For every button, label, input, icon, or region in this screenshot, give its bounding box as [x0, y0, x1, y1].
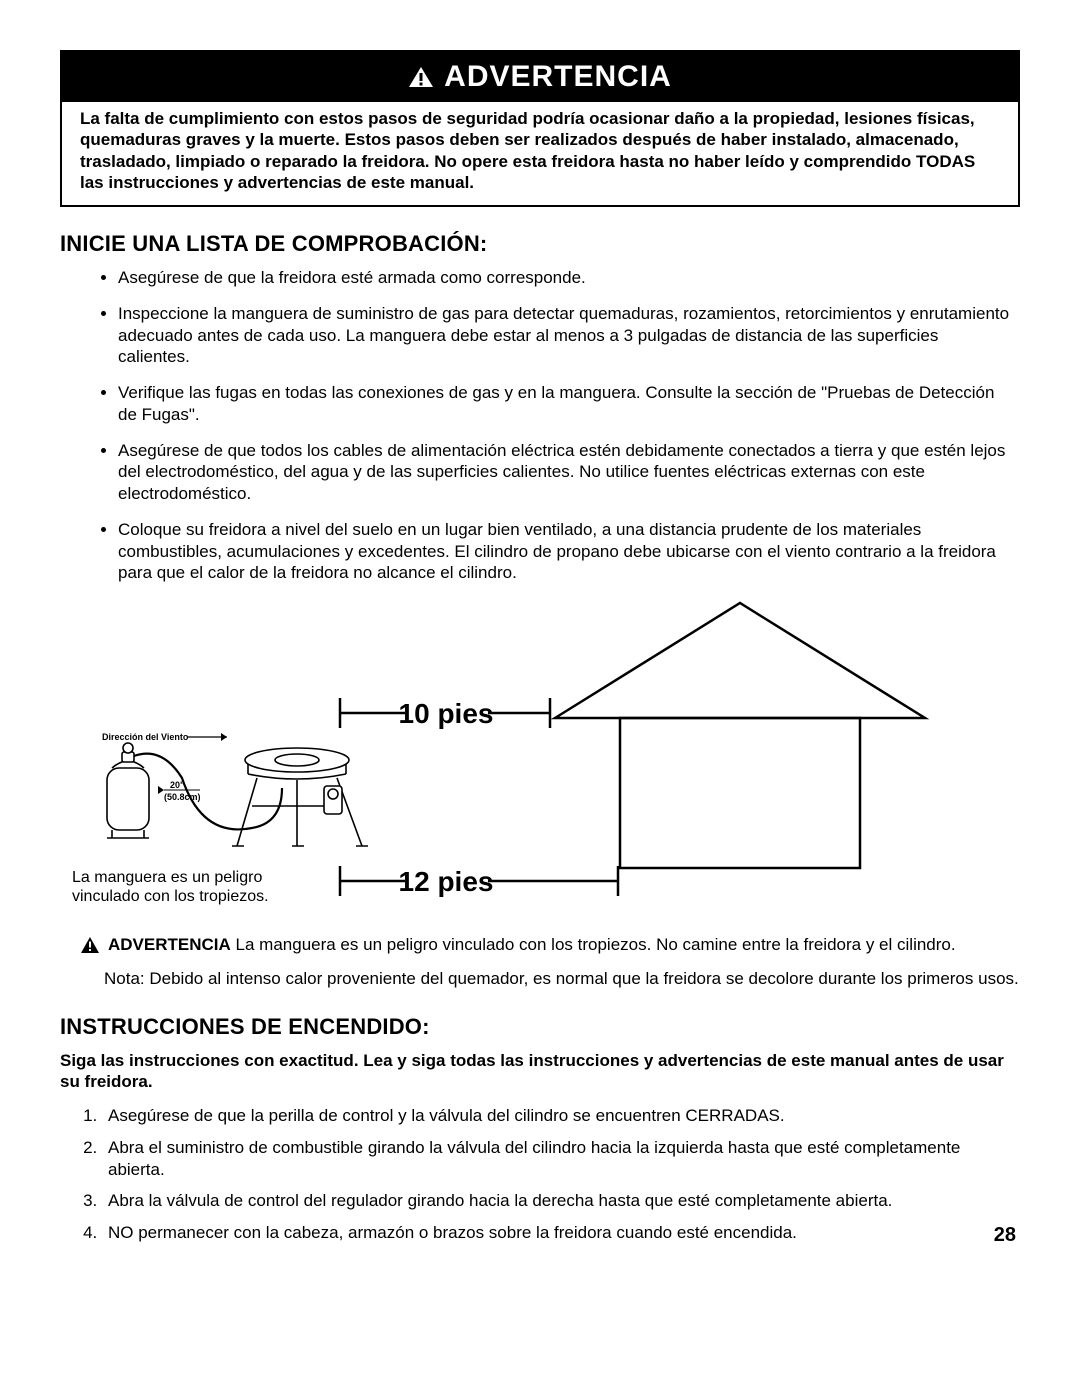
page: ADVERTENCIA La falta de cumplimiento con…	[0, 0, 1080, 1294]
hose-trip-caption: La manguera es un peligro vinculado con …	[72, 868, 332, 906]
checklist-item: Inspeccione la manguera de suministro de…	[118, 303, 1020, 368]
wind-direction-label: Dirección del Viento	[102, 732, 189, 742]
inline-warning-text: ADVERTENCIA La manguera es un peligro vi…	[108, 934, 1020, 956]
note-text: Nota: Debido al intenso calor provenient…	[104, 968, 1020, 990]
instructions-intro: Siga las instrucciones con exactitud. Le…	[60, 1050, 1020, 1094]
inline-warning-body: La manguera es un peligro vinculado con …	[236, 935, 956, 954]
distance-12-label: 12 pies	[399, 866, 494, 897]
checklist: Asegúrese de que la freidora esté armada…	[60, 267, 1020, 584]
propane-cylinder-icon	[107, 743, 149, 838]
warning-header: ADVERTENCIA	[62, 52, 1018, 102]
fryer-burner-icon	[232, 748, 368, 846]
step-item: NO permanecer con la cabeza, armazón o b…	[102, 1222, 1020, 1244]
page-number: 28	[994, 1224, 1016, 1247]
warning-box: ADVERTENCIA La falta de cumplimiento con…	[60, 50, 1020, 207]
section2-title: INSTRUCCIONES DE ENCENDIDO:	[60, 1014, 1020, 1040]
checklist-item: Verifique las fugas en todas las conexio…	[118, 382, 1020, 426]
house-diagram: 10 pies 12 pies	[320, 598, 940, 918]
arrow-right-icon	[221, 733, 227, 741]
distance-10-bracket: 10 pies	[340, 698, 550, 729]
note: Nota: Debido al intenso calor provenient…	[60, 968, 1020, 990]
distance-10-label: 10 pies	[399, 698, 494, 729]
house-icon	[555, 603, 925, 868]
svg-text:(50.8cm): (50.8cm)	[164, 792, 201, 802]
checklist-item: Asegúrese de que todos los cables de ali…	[118, 440, 1020, 505]
lighting-steps: Asegúrese de que la perilla de control y…	[60, 1105, 1020, 1244]
step-item: Asegúrese de que la perilla de control y…	[102, 1105, 1020, 1127]
gas-hose-icon	[134, 754, 282, 830]
svg-text:20": 20"	[170, 780, 184, 790]
step-item: Abra la válvula de control del regulador…	[102, 1190, 1020, 1212]
warning-triangle-icon	[408, 66, 434, 88]
section1-title: INICIE UNA LISTA DE COMPROBACIÓN:	[60, 231, 1020, 257]
warning-header-text: ADVERTENCIA	[444, 60, 672, 94]
warning-triangle-icon	[80, 936, 100, 954]
warning-body: La falta de cumplimiento con estos pasos…	[62, 102, 1018, 205]
distance-12-bracket: 12 pies	[340, 866, 618, 897]
inline-warning-label: ADVERTENCIA	[108, 935, 231, 954]
checklist-item: Coloque su freidora a nivel del suelo en…	[118, 519, 1020, 584]
fryer-setup-diagram: Dirección del Viento 20" (50.8cm)	[72, 728, 372, 868]
inline-warning: ADVERTENCIA La manguera es un peligro vi…	[60, 934, 1020, 956]
step-item: Abra el suministro de combustible girand…	[102, 1137, 1020, 1181]
diagram-area: 10 pies 12 pies Dirección del Viento	[60, 598, 1020, 928]
hose-distance-label: 20" (50.8cm)	[158, 780, 201, 802]
checklist-item: Asegúrese de que la freidora esté armada…	[118, 267, 1020, 289]
